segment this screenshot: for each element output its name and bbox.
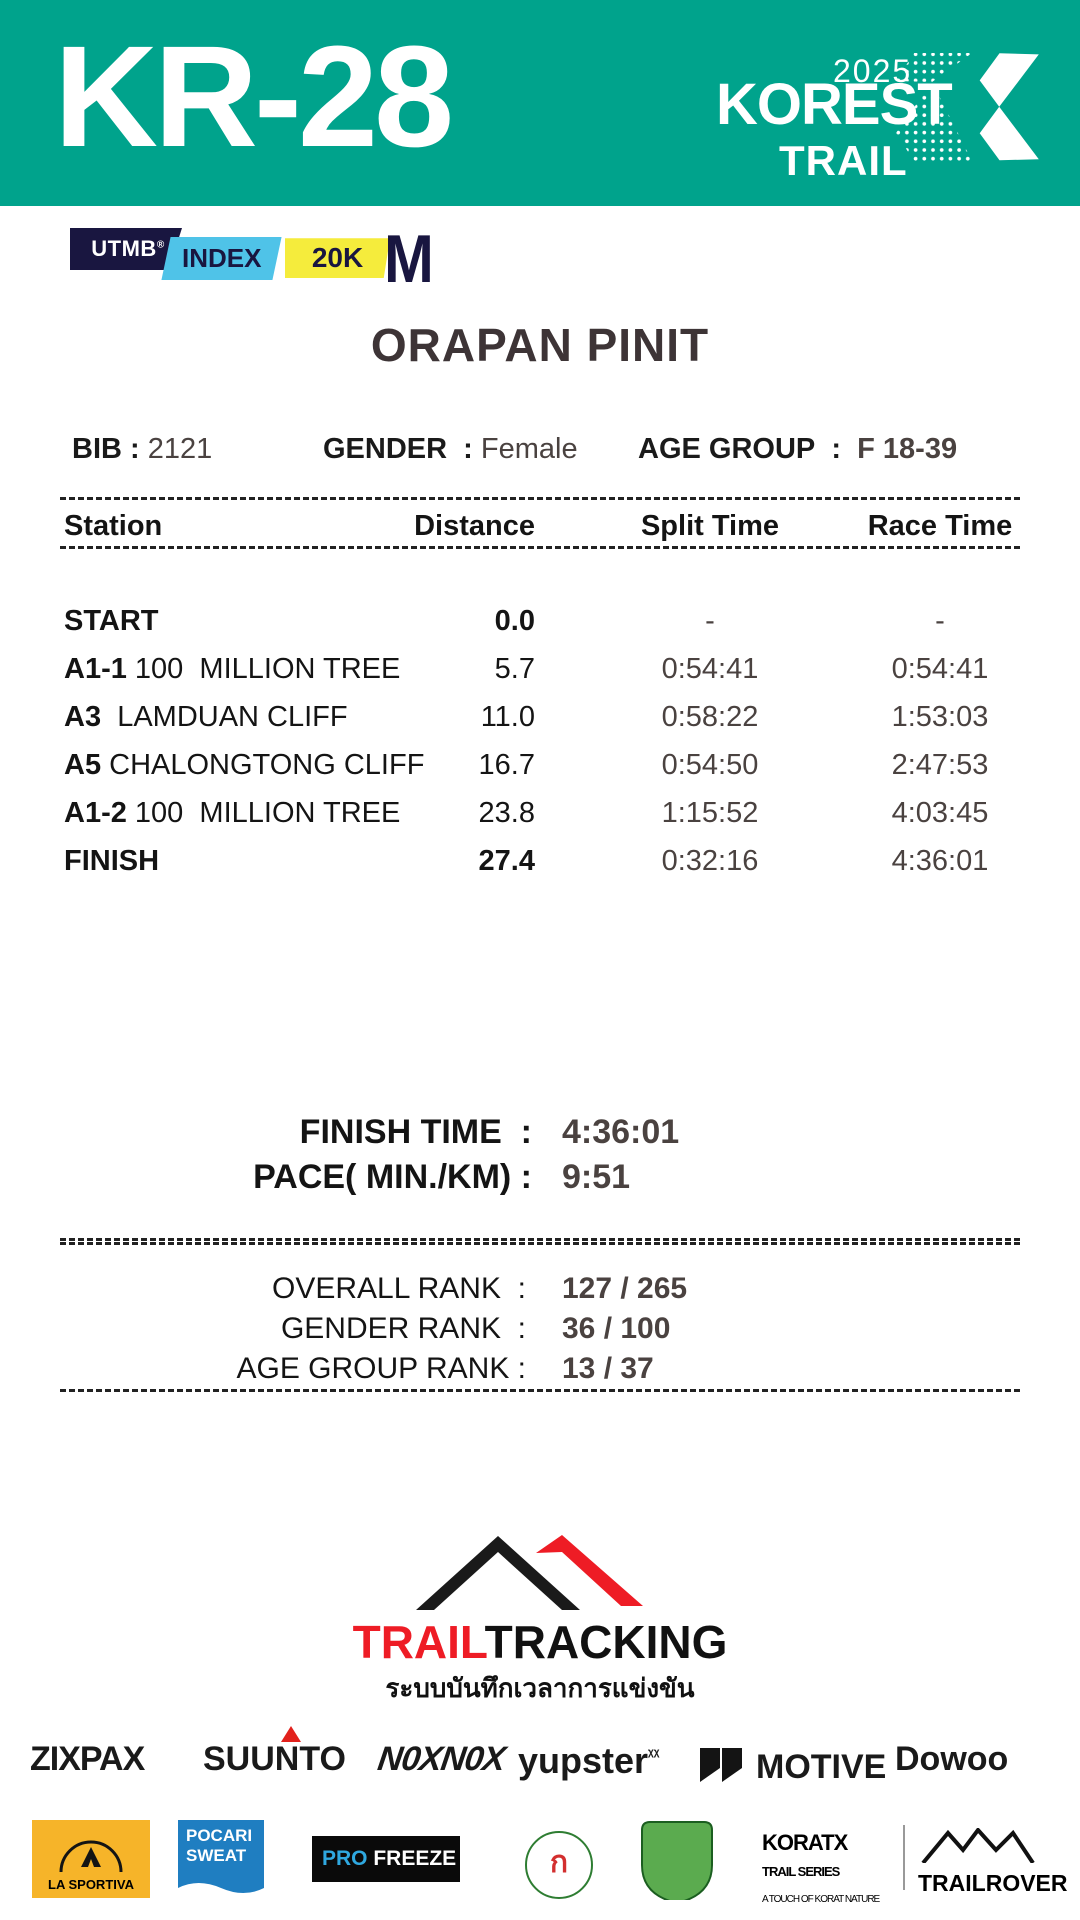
- svg-text:ก: ก: [550, 1846, 568, 1879]
